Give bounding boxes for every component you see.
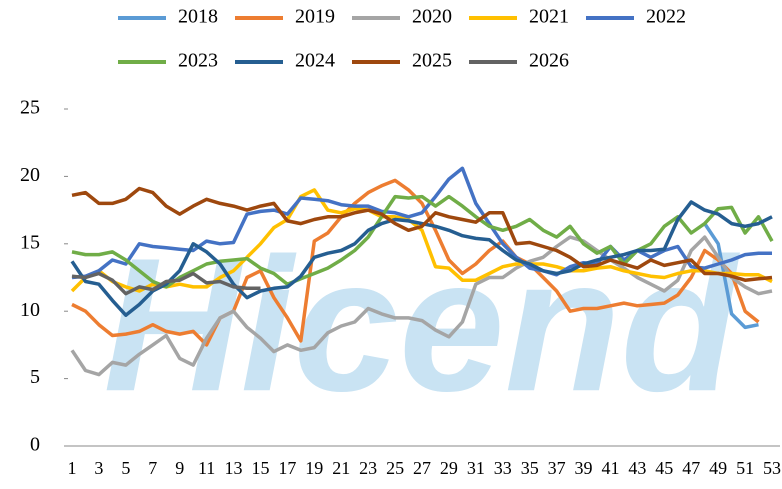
x-tick-label: 7 (148, 458, 157, 478)
x-tick-label: 35 (521, 458, 539, 478)
x-tick-label: 19 (305, 458, 323, 478)
x-tick-label: 21 (332, 458, 350, 478)
x-tick-label: 33 (494, 458, 512, 478)
series-line (703, 222, 759, 330)
legend-label: 2018 (178, 6, 218, 28)
y-tick-label: 5 (30, 366, 40, 388)
legend-label: 2026 (529, 50, 569, 72)
x-tick-label: 31 (467, 458, 485, 478)
x-tick-label: 9 (175, 458, 184, 478)
series-line (70, 235, 773, 377)
x-tick-label: 25 (386, 458, 404, 478)
x-tick-label: 5 (121, 458, 130, 478)
x-tick-label: 17 (278, 458, 296, 478)
x-tick-label: 23 (359, 458, 377, 478)
y-tick-label: 20 (20, 164, 40, 186)
x-tick-label: 29 (440, 458, 458, 478)
series-line (70, 188, 773, 293)
legend-label: 2020 (412, 6, 452, 28)
legend-label: 2023 (178, 50, 218, 72)
x-tick-label: 47 (682, 458, 700, 478)
x-tick-label: 27 (413, 458, 431, 478)
x-tick-label: 11 (198, 458, 215, 478)
y-tick-label: 25 (20, 97, 40, 119)
x-tick-label: 15 (251, 458, 269, 478)
x-tick-label: 1 (68, 458, 77, 478)
legend-label: 2019 (295, 6, 335, 28)
x-tick-label: 37 (548, 458, 566, 478)
x-tick-label: 53 (763, 458, 781, 478)
x-tick-label: 51 (736, 458, 754, 478)
y-tick-label: 15 (20, 231, 40, 253)
series-line (71, 271, 261, 296)
y-tick-label: 0 (30, 434, 40, 456)
x-tick-label: 13 (225, 458, 243, 478)
legend-label: 2021 (529, 6, 569, 28)
legend-label: 2022 (646, 6, 686, 28)
x-tick-label: 49 (709, 458, 727, 478)
x-tick-label: 3 (94, 458, 103, 478)
legend-label: 2024 (295, 50, 335, 72)
legend-label: 2025 (412, 50, 452, 72)
x-tick-label: 39 (575, 458, 593, 478)
x-tick-label: 43 (628, 458, 646, 478)
series-line (71, 194, 774, 289)
y-tick-label: 10 (20, 299, 40, 321)
series-line (71, 186, 773, 282)
series-line (70, 200, 773, 317)
x-tick-label: 41 (601, 458, 619, 478)
x-tick-label: 45 (655, 458, 673, 478)
